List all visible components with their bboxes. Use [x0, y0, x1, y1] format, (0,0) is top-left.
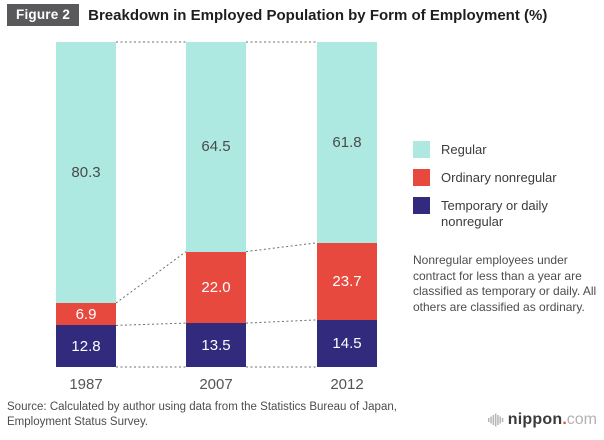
connector-line	[115, 322, 187, 326]
bar-segment-regular: 80.3	[56, 42, 116, 303]
legend-label: Temporary or daily nonregular	[441, 198, 548, 229]
logo-brand: nippon	[507, 411, 563, 428]
source-text: Source: Calculated by author using data …	[7, 401, 397, 428]
legend-swatch	[413, 169, 430, 186]
connector-line	[245, 319, 318, 324]
figure-number-badge: Figure 2	[7, 4, 80, 26]
logo-tld: com	[566, 411, 597, 428]
legend-item: Temporary or daily nonregular	[413, 197, 599, 230]
nippon-logo-icon	[487, 413, 504, 427]
value-label: 23.7	[332, 272, 362, 290]
value-label: 64.5	[201, 138, 231, 156]
value-label: 61.8	[332, 133, 362, 151]
legend-item: Ordinary nonregular	[413, 169, 599, 186]
legend-label: Ordinary nonregular	[441, 170, 557, 185]
legend-item: Regular	[413, 141, 599, 158]
bar-segment-temporary-or-daily-nonregular: 12.8	[56, 325, 116, 367]
bar-segment-ordinary-nonregular: 6.9	[56, 302, 116, 326]
x-axis-label: 2012	[330, 376, 364, 393]
value-label: 80.3	[71, 163, 101, 181]
value-label: 14.5	[332, 334, 362, 352]
legend-label: Regular	[441, 142, 487, 157]
bar-segment-regular: 64.5	[186, 42, 246, 252]
x-axis-label: 1987	[69, 376, 103, 393]
legend-swatch	[413, 141, 430, 158]
chart-legend: Regular Ordinary nonregular Temporary or d…	[413, 141, 599, 230]
connector-line	[245, 242, 318, 253]
bar-segment-temporary-or-daily-nonregular: 14.5	[317, 319, 377, 367]
classification-note: Nonregular employees under contract for …	[413, 253, 597, 314]
bar-segment-temporary-or-daily-nonregular: 13.5	[186, 323, 246, 367]
x-axis-label: 2007	[199, 376, 233, 393]
bar-segment-regular: 61.8	[317, 42, 377, 243]
logo-text: nippon.com	[508, 411, 597, 429]
bar-segment-ordinary-nonregular: 23.7	[317, 242, 377, 320]
bar-segment-ordinary-nonregular: 22.0	[186, 251, 246, 324]
value-label: 6.9	[75, 305, 97, 323]
legend-swatch	[413, 197, 430, 214]
value-label: 22.0	[201, 278, 231, 296]
value-label: 12.8	[71, 337, 101, 355]
value-label: 13.5	[201, 336, 231, 354]
connector-line	[115, 251, 187, 304]
figure-title: Breakdown in Employed Population by Form…	[88, 6, 548, 24]
logo-dot: .	[562, 411, 567, 428]
nippon-logo: nippon.com	[487, 411, 597, 429]
figure-header: Figure 2 Breakdown in Employed Populatio…	[7, 4, 547, 26]
